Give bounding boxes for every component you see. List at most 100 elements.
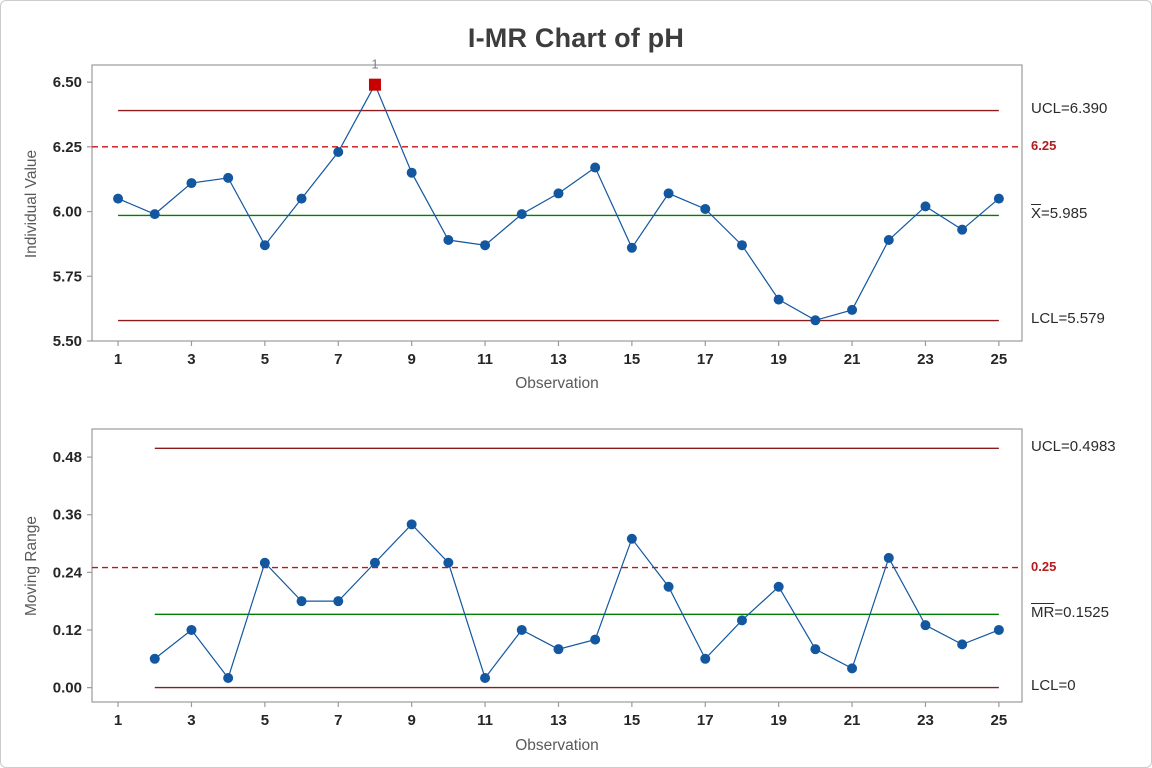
individuals-chart-data-point [296, 193, 307, 204]
i-chart-y-axis-title: Individual Value [23, 149, 40, 259]
moving-range-chart-x-tick-label: 5 [261, 712, 269, 729]
i-chart-ucl-label: UCL=6.390 [1031, 100, 1108, 117]
moving-range-chart-y-tick-label: 0.00 [53, 680, 82, 697]
individuals-chart-data-point [259, 240, 270, 251]
i-chart-spec-label: 6.25 [1031, 138, 1057, 153]
moving-range-chart-data-point [700, 653, 711, 664]
mrbar-symbol: MR [1031, 604, 1055, 621]
mr-chart-ucl-label: UCL=0.4983 [1031, 438, 1116, 455]
moving-range-chart-x-tick-label: 9 [407, 712, 415, 729]
individuals-chart-data-point [516, 209, 527, 220]
individuals-chart-data-point [957, 224, 968, 235]
mr-chart-y-axis-title: Moving Range [23, 516, 40, 616]
mr-chart-x-axis-title: Observation [515, 737, 599, 754]
individuals-chart-x-tick-label: 1 [114, 351, 122, 368]
individuals-chart-data-point [333, 146, 344, 157]
individuals-chart-y-tick-label: 5.75 [53, 268, 82, 285]
moving-range-chart-data-point [149, 653, 160, 664]
individuals-chart-data-point [847, 304, 858, 315]
individuals-chart-data-point [626, 242, 637, 253]
individuals-chart-x-tick-label: 13 [550, 351, 567, 368]
moving-range-chart-x-tick-label: 25 [991, 712, 1008, 729]
individuals-chart-out-of-control-label: 1 [371, 57, 378, 72]
moving-range-chart-data-point [443, 557, 454, 568]
moving-range-chart-data-point [993, 624, 1004, 635]
moving-range-chart-x-tick-label: 21 [844, 712, 861, 729]
i-chart-centerline-label: X=5.985 [1031, 205, 1087, 222]
moving-range-chart-data-point [480, 672, 491, 683]
individuals-chart-frame [91, 64, 1023, 342]
individuals-chart-data-point [993, 193, 1004, 204]
moving-range-chart-x-tick-label: 17 [697, 712, 714, 729]
moving-range-chart-series-line [154, 523, 1000, 680]
moving-range-chart-data-point [259, 557, 270, 568]
individuals-chart-data-point [113, 193, 124, 204]
individuals-chart-data-point [480, 240, 491, 251]
individuals-chart-data-point [883, 235, 894, 246]
moving-range-chart-data-point [369, 557, 380, 568]
moving-range-chart-x-tick-label: 13 [550, 712, 567, 729]
xbar-symbol: X [1031, 205, 1042, 222]
moving-range-chart-data-point [590, 634, 601, 645]
individuals-chart-x-tick-label: 5 [261, 351, 269, 368]
moving-range-chart-data-point [920, 620, 931, 631]
moving-range-chart-y-tick-label: 0.24 [53, 564, 83, 581]
mr-chart-spec-label: 0.25 [1031, 559, 1057, 574]
individuals-chart-y-tick-label: 6.50 [53, 74, 82, 91]
individuals-chart-data-point [443, 235, 454, 246]
moving-range-chart-data-point [516, 624, 527, 635]
moving-range-chart-y-tick-label: 0.36 [53, 507, 82, 524]
individuals-chart-x-tick-label: 23 [917, 351, 934, 368]
moving-range-chart-x-tick-label: 1 [114, 712, 122, 729]
individuals-chart-data-point [700, 203, 711, 214]
moving-range-chart-y-tick-label: 0.48 [53, 449, 82, 466]
moving-range-chart-x-tick-label: 7 [334, 712, 342, 729]
xbar-value: =5.985 [1041, 205, 1088, 222]
moving-range-chart-data-point [223, 672, 234, 683]
mrbar-value: =0.1525 [1054, 604, 1109, 621]
individuals-chart-data-point [663, 188, 674, 199]
mr-chart-lcl-label: LCL=0 [1031, 677, 1076, 694]
individuals-chart-x-tick-label: 21 [844, 351, 861, 368]
moving-range-chart-y-tick-label: 0.12 [53, 622, 82, 639]
individuals-chart-y-tick-label: 6.25 [53, 139, 82, 156]
individuals-chart-data-point [149, 209, 160, 220]
individuals-chart-data-point [920, 201, 931, 212]
moving-range-chart-data-point [553, 644, 564, 655]
individuals-chart-data-point [590, 162, 601, 173]
moving-range-chart-data-point [883, 552, 894, 563]
individuals-chart-data-point [553, 188, 564, 199]
mr-chart-centerline-label: MR=0.1525 [1031, 604, 1109, 621]
individuals-chart-x-tick-label: 15 [624, 351, 641, 368]
page-title: I-MR Chart of pH [467, 23, 685, 53]
individuals-chart-data-point [773, 294, 784, 305]
moving-range-chart-x-tick-label: 19 [770, 712, 787, 729]
individuals-chart-x-tick-label: 17 [697, 351, 714, 368]
moving-range-chart-data-point [810, 644, 821, 655]
individuals-chart-data-point [810, 315, 821, 326]
moving-range-chart-data-point [773, 581, 784, 592]
individuals-chart-data-point [186, 178, 197, 189]
moving-range-chart-data-point [663, 581, 674, 592]
moving-range-chart-x-tick-label: 11 [477, 712, 493, 729]
moving-range-chart-data-point [626, 533, 637, 544]
moving-range-chart-x-tick-label: 23 [917, 712, 934, 729]
individuals-chart-x-tick-label: 7 [334, 351, 342, 368]
i-chart-x-axis-title: Observation [515, 375, 599, 392]
moving-range-chart-x-tick-label: 3 [187, 712, 195, 729]
moving-range-chart-data-point [296, 596, 307, 607]
moving-range-chart-frame [91, 428, 1023, 703]
i-chart-lcl-label: LCL=5.579 [1031, 310, 1105, 327]
individuals-chart-x-tick-label: 19 [770, 351, 787, 368]
individuals-chart-x-tick-label: 3 [187, 351, 195, 368]
individuals-chart-data-point [406, 167, 417, 178]
moving-range-chart-x-tick-label: 15 [624, 712, 641, 729]
moving-range-chart-data-point [736, 615, 747, 626]
moving-range-chart-data-point [186, 624, 197, 635]
moving-range-chart-data-point [406, 519, 417, 530]
individuals-chart-data-point [223, 172, 234, 183]
individuals-chart-series-line [117, 83, 1000, 321]
individuals-chart-out-of-control-point [368, 78, 381, 91]
